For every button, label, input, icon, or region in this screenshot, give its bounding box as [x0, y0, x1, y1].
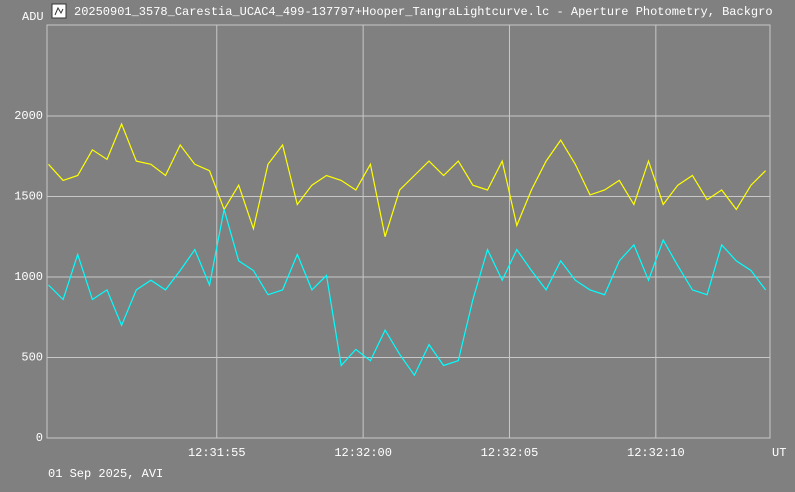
y-tick-label: 1500: [14, 190, 43, 204]
app-icon-glyph: [54, 6, 64, 16]
y-tick-label: 500: [21, 351, 43, 365]
series-line: [48, 122, 767, 237]
chart-title: 20250901_3578_Carestia_UCAC4_499-137797+…: [74, 5, 773, 19]
x-axis-label: UT: [772, 446, 786, 460]
y-tick-label: 1000: [14, 270, 43, 284]
y-axis-label: ADU: [22, 10, 44, 24]
x-tick-label: 12:32:00: [334, 446, 392, 460]
x-tick-label: 12:32:05: [481, 446, 539, 460]
x-tick-label: 12:31:55: [188, 446, 246, 460]
y-tick-label: 2000: [14, 109, 43, 123]
app-icon: [51, 3, 67, 19]
plot-frame: [46, 24, 771, 439]
footer: 01 Sep 2025, AVI: [48, 467, 163, 481]
series-line: [48, 209, 767, 377]
y-tick-label: 0: [36, 431, 43, 445]
x-tick-label: 12:32:10: [627, 446, 685, 460]
